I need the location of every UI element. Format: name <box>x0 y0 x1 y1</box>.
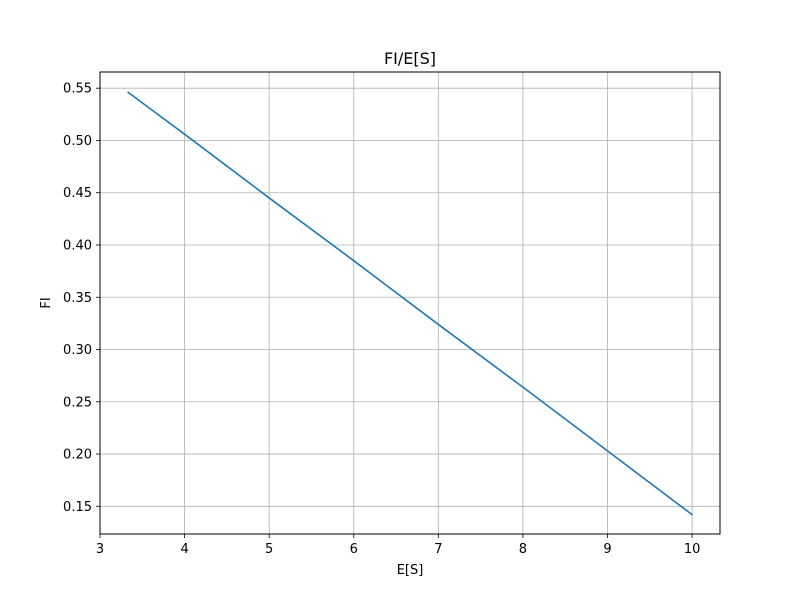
x-tick-label: 3 <box>96 542 104 557</box>
series-layer <box>127 91 694 516</box>
x-tick-label: 9 <box>603 542 611 557</box>
y-tick-label: 0.55 <box>63 82 92 97</box>
x-axis-label: E[S] <box>397 563 424 578</box>
y-tick-label: 0.35 <box>63 291 92 306</box>
x-tick-label: 7 <box>434 542 442 557</box>
y-tick-label: 0.20 <box>63 448 92 463</box>
axis-ticks: 3 4 5 6 7 8 9 10 0.15 0.20 0.25 0.30 0.35 0.40 0.45 0.5… <box>63 82 700 557</box>
grid-lines <box>99 72 720 534</box>
x-tick-label: 5 <box>265 542 273 557</box>
x-tick-label: 10 <box>684 542 701 557</box>
x-tick-label: 6 <box>350 542 358 557</box>
chart-title: FI/E[S] <box>384 49 436 68</box>
y-tick-label: 0.15 <box>63 500 92 515</box>
series-line <box>127 91 694 516</box>
y-tick-label: 0.25 <box>63 395 92 410</box>
y-tick-label: 0.45 <box>63 186 92 201</box>
y-axis-label: FI <box>39 297 54 308</box>
y-tick-label: 0.40 <box>63 238 92 253</box>
x-tick-label: 4 <box>180 542 188 557</box>
x-tick-label: 8 <box>519 542 527 557</box>
plot-area-frame <box>99 71 721 535</box>
y-tick-label: 0.30 <box>63 343 92 358</box>
y-tick-label: 0.50 <box>63 134 92 149</box>
